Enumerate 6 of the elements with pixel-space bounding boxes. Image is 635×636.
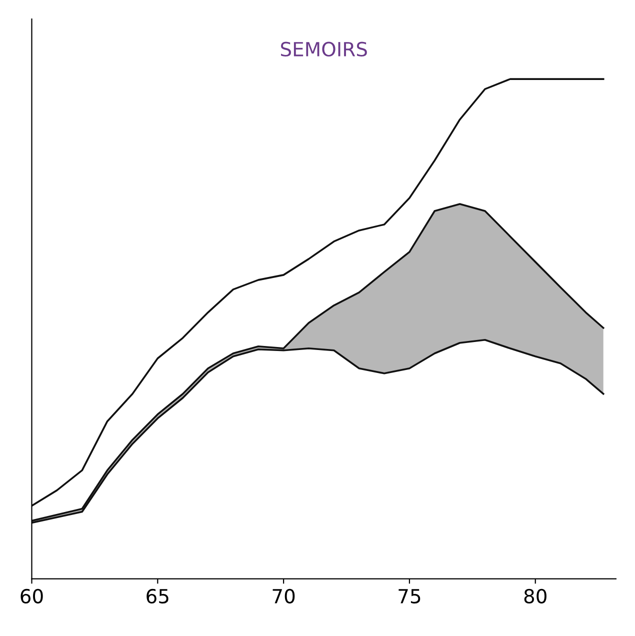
x-tick-label: 65: [146, 588, 168, 604]
x-tick-label: 60: [20, 588, 43, 604]
x-tick-label: 70: [272, 588, 295, 604]
x-tick-label: 75: [398, 589, 420, 604]
chart-title: SEMOIRS: [280, 42, 367, 57]
x-tick-label: 80: [524, 588, 546, 604]
